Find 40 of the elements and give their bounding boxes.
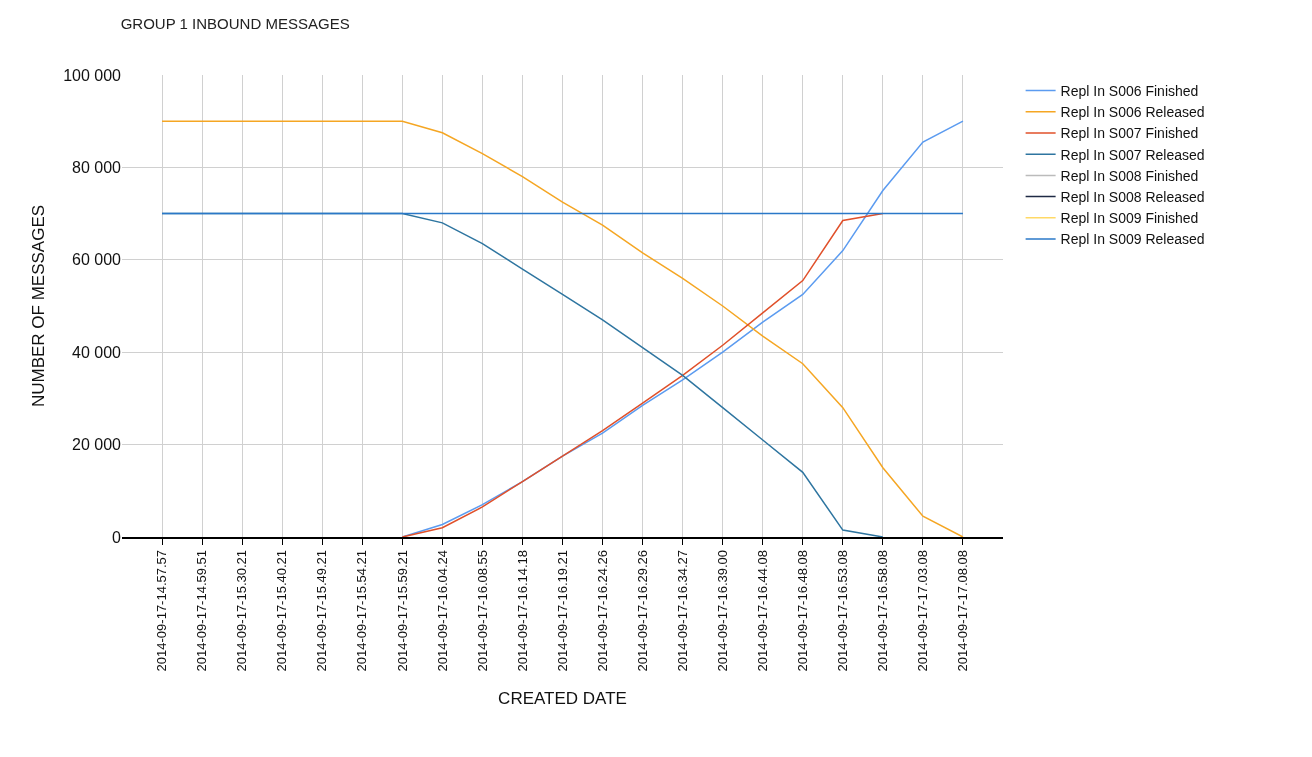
x-tick-label: 2014-09-17-16.24.26 bbox=[594, 549, 610, 672]
legend-label: Repl In S008 Released bbox=[1060, 189, 1205, 206]
x-axis-title: CREATED DATE bbox=[498, 689, 627, 709]
x-tick-label: 2014-09-17-14.59.51 bbox=[194, 549, 210, 672]
x-tick-label: 2014-09-17-14.57.57 bbox=[154, 549, 170, 672]
y-tick-label: 60 000 bbox=[72, 251, 122, 269]
x-tick-label: 2014-09-17-16.29.26 bbox=[634, 549, 650, 672]
x-tick-label: 2014-09-17-15.49.21 bbox=[314, 549, 330, 672]
y-tick-label: 0 bbox=[112, 528, 122, 546]
x-tick-label: 2014-09-17-16.53.08 bbox=[835, 549, 851, 672]
line-series bbox=[161, 120, 964, 537]
y-tick-label: 20 000 bbox=[72, 436, 122, 454]
x-tick-label: 2014-09-17-16.58.08 bbox=[875, 549, 891, 672]
x-tick-label: 2014-09-17-15.30.21 bbox=[234, 549, 250, 672]
y-tick-label: 80 000 bbox=[72, 159, 122, 176]
line-series bbox=[401, 212, 884, 537]
legend-label: Repl In S007 Released bbox=[1060, 146, 1205, 163]
y-tick-label: 40 000 bbox=[72, 343, 122, 361]
y-axis-title: NUMBER OF MESSAGES bbox=[28, 204, 48, 408]
x-tick-label: 2014-09-17-17.08.08 bbox=[955, 549, 971, 672]
legend-label: Repl In S006 Released bbox=[1060, 104, 1205, 121]
x-tick-label: 2014-09-17-16.34.27 bbox=[674, 549, 690, 672]
legend-label: Repl In S006 Finished bbox=[1060, 83, 1199, 100]
x-tick-label: 2014-09-17-16.39.00 bbox=[714, 549, 730, 672]
legend-label: Repl In S009 Released bbox=[1060, 231, 1205, 248]
x-tick-label: 2014-09-17-15.40.21 bbox=[274, 549, 290, 672]
x-tick-label: 2014-09-17-16.14.18 bbox=[514, 549, 530, 672]
x-tick-label: 2014-09-17-16.08.55 bbox=[474, 549, 490, 672]
x-tick-label: 2014-09-17-16.04.24 bbox=[434, 549, 450, 672]
legend-label: Repl In S009 Finished bbox=[1060, 210, 1199, 227]
chart-title: GROUP 1 INBOUND MESSAGES bbox=[120, 15, 350, 33]
x-tick-label: 2014-09-17-16.44.08 bbox=[754, 549, 770, 672]
y-tick-label: 100 000 bbox=[63, 66, 122, 84]
x-tick-label: 2014-09-17-15.59.21 bbox=[394, 549, 410, 672]
legend-label: Repl In S008 Finished bbox=[1060, 167, 1199, 184]
x-tick-label: 2014-09-17-16.19.21 bbox=[554, 549, 570, 672]
legend-label: Repl In S007 Finished bbox=[1060, 125, 1199, 142]
x-tick-label: 2014-09-17-15.54.21 bbox=[354, 549, 370, 672]
x-tick-label: 2014-09-17-17.03.08 bbox=[915, 549, 931, 672]
x-tick-label: 2014-09-17-16.48.08 bbox=[794, 549, 810, 672]
